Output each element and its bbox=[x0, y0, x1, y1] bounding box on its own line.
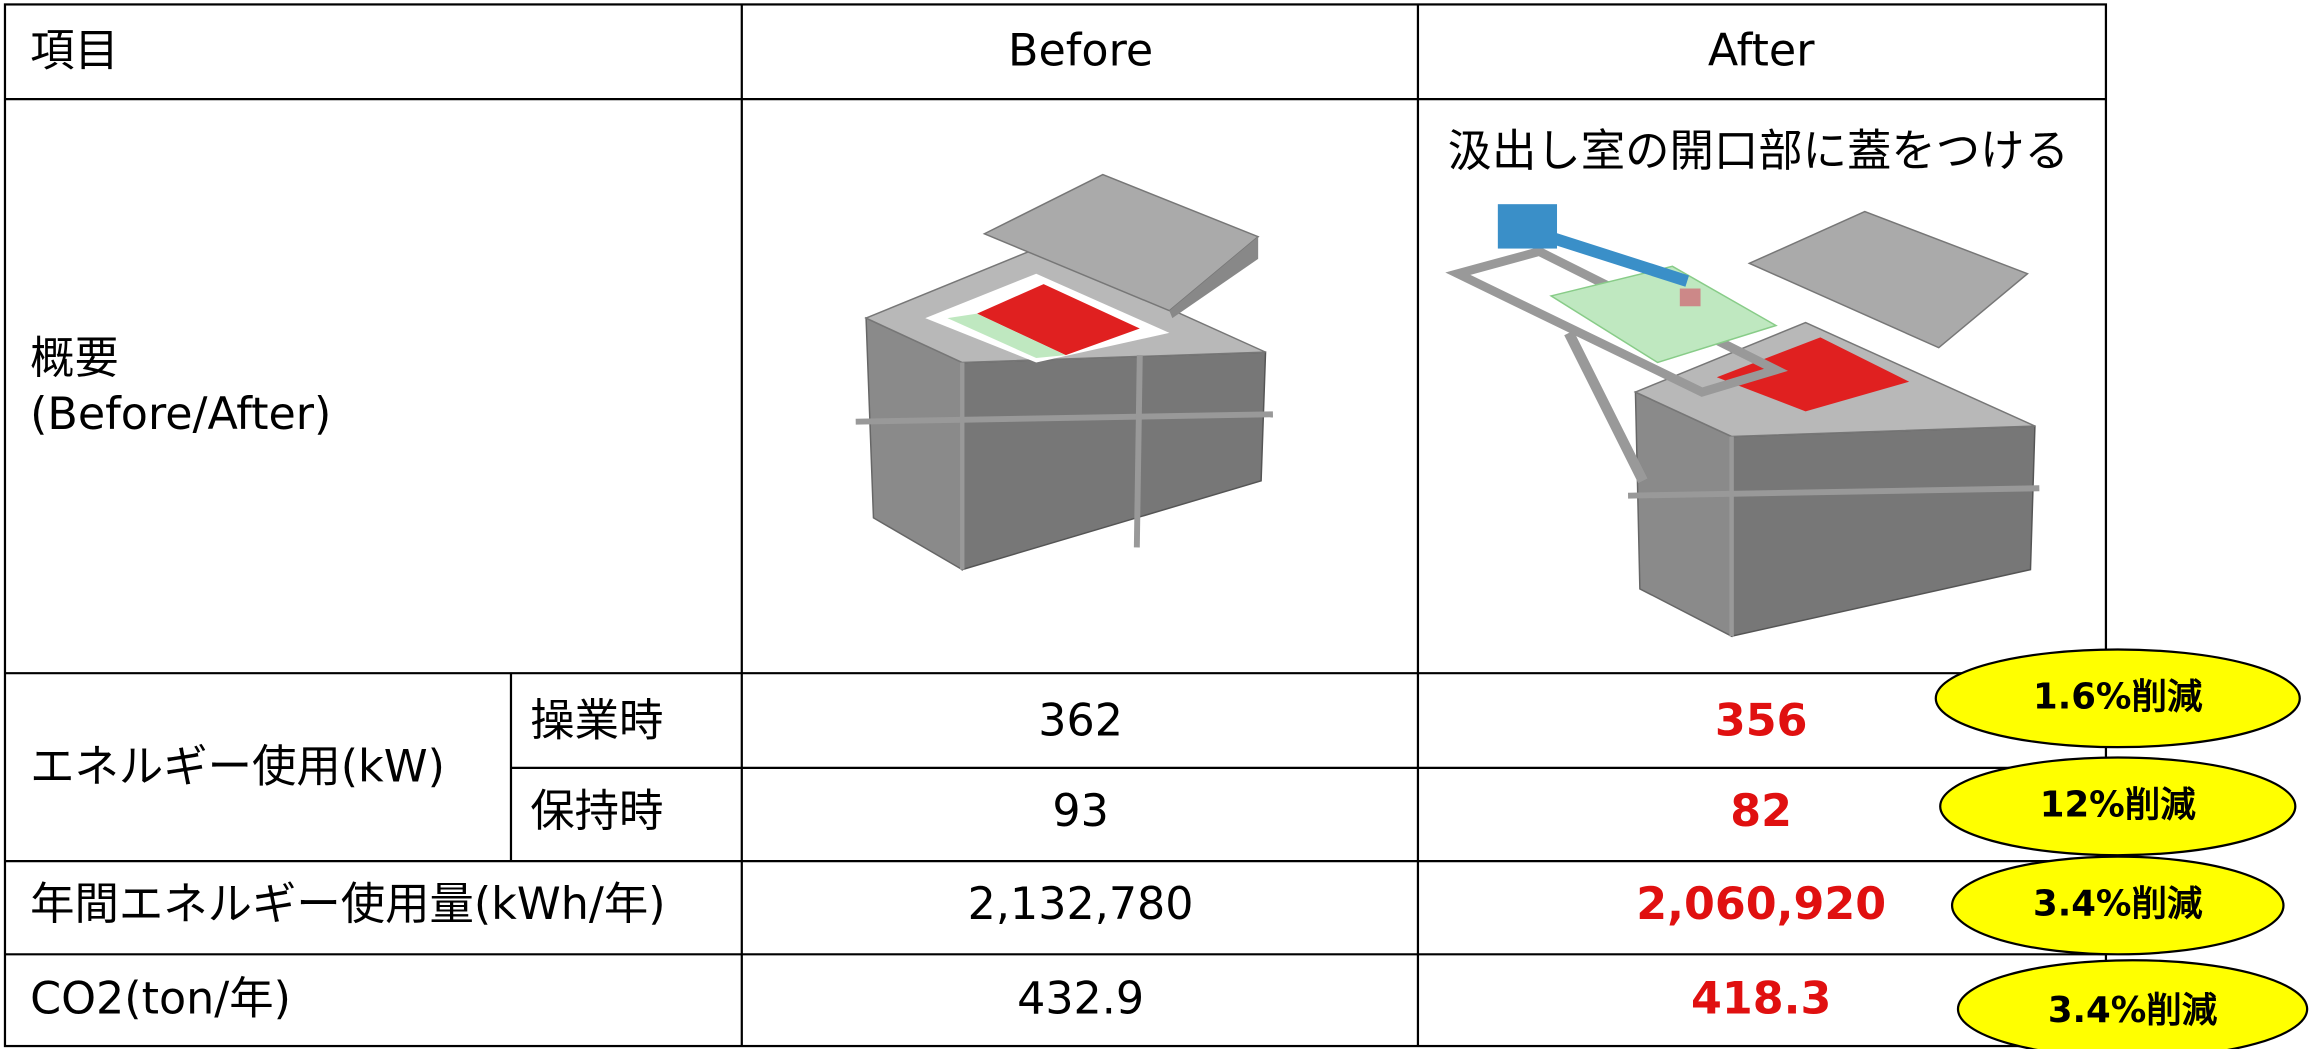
header-cell: Before bbox=[1008, 25, 1153, 76]
sub-label: 保持時 bbox=[530, 786, 663, 837]
badges bbox=[1934, 648, 2309, 1049]
before-value: 93 bbox=[1052, 786, 1108, 837]
header-cell: After bbox=[1708, 25, 1815, 76]
grid bbox=[3, 3, 2108, 1048]
before-illustration bbox=[855, 173, 1273, 571]
reduction-badge: 3.4%削減 bbox=[2048, 990, 2218, 1031]
before-value: 432.9 bbox=[1017, 974, 1144, 1025]
after-illustration bbox=[1445, 204, 2040, 638]
row-label: 年間エネルギー使用量(kWh/年) bbox=[30, 879, 665, 930]
after-value: 356 bbox=[1715, 695, 1808, 746]
header-cell: 項目 bbox=[30, 25, 119, 76]
after-value: 2,060,920 bbox=[1636, 879, 1886, 930]
reduction-badge: 1.6%削減 bbox=[2033, 676, 2203, 717]
before-value: 362 bbox=[1038, 695, 1123, 746]
row-label: エネルギー使用(kW) bbox=[30, 741, 445, 792]
caption: 汲出し室の開口部に蓋をつける bbox=[1448, 126, 2069, 177]
sub-label: 操業時 bbox=[530, 695, 663, 746]
after-value: 82 bbox=[1730, 786, 1792, 837]
reduction-badge: 12%削減 bbox=[2040, 784, 2196, 825]
row-label: CO2(ton/年) bbox=[30, 974, 291, 1025]
row-label: 概要 bbox=[30, 333, 119, 384]
reduction-badge: 3.4%削減 bbox=[2033, 883, 2203, 924]
before-value: 2,132,780 bbox=[968, 879, 1194, 930]
row-label: (Before/After) bbox=[30, 389, 331, 440]
after-value: 418.3 bbox=[1691, 974, 1831, 1025]
